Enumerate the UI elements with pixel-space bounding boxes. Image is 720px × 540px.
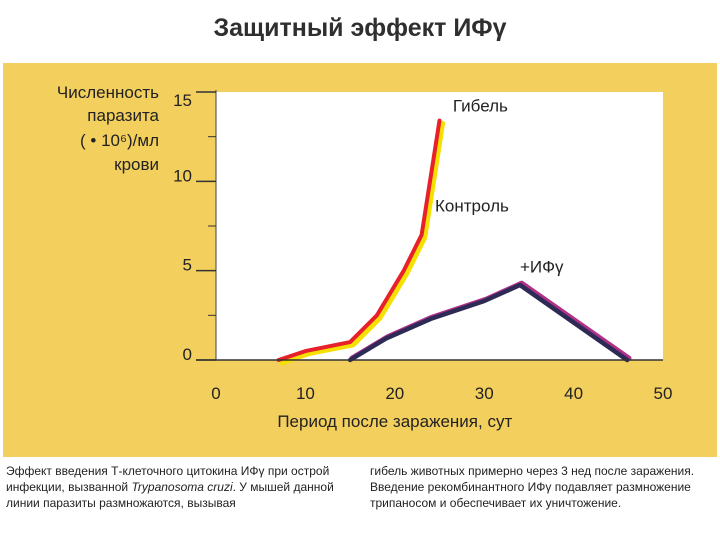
annotation-ifn: +ИФγ <box>520 257 564 276</box>
y-axis-label-line-4: крови <box>114 155 159 174</box>
x-tick-label: 30 <box>475 384 494 403</box>
y-tick-label: 15 <box>173 91 192 110</box>
page-title: Защитный эффект ИФγ <box>213 14 507 42</box>
caption-left: Эффект введения Т-клеточного цитокина ИФ… <box>6 463 350 511</box>
caption-species: Trypanosoma cruzi <box>131 480 233 494</box>
x-tick-label: 40 <box>564 384 583 403</box>
y-tick-label: 5 <box>183 256 192 275</box>
y-axis-label-line-3: ( • 10⁶)/мл <box>80 131 159 150</box>
annotation-death: Гибель <box>453 97 508 116</box>
x-tick-label: 20 <box>385 384 404 403</box>
caption-right: гибель животных примерно через 3 нед пос… <box>370 464 695 510</box>
x-tick-label: 50 <box>654 384 673 403</box>
line-chart: 0 5 10 15 0 10 20 30 40 50 Период после заражения… <box>173 90 673 431</box>
chart-panel: Численность паразита ( • 10⁶)/мл крови 0… <box>3 63 717 457</box>
y-tick-label: 0 <box>183 345 192 364</box>
series-line-ifn <box>347 282 630 363</box>
annotation-control: Контроль <box>435 197 509 216</box>
series-line-death <box>276 118 442 362</box>
caption-left-text-a: Эффект введения Т-клеточного цитокина ИФ… <box>6 464 330 494</box>
x-tick-label: 0 <box>211 384 220 403</box>
caption-left-text-b: . У мышей данной линии паразиты размножа… <box>6 480 334 510</box>
series-line-control <box>279 120 446 366</box>
x-axis-label: Период после заражения, сут <box>277 412 512 431</box>
y-axis-label-line-2: паразита <box>87 106 159 125</box>
figure-caption: Эффект введения Т-клеточного цитокина ИФ… <box>6 463 714 535</box>
y-tick-label: 10 <box>173 166 192 185</box>
x-tick-label: 10 <box>296 384 315 403</box>
y-axis-label-line-1: Численность <box>56 83 159 102</box>
